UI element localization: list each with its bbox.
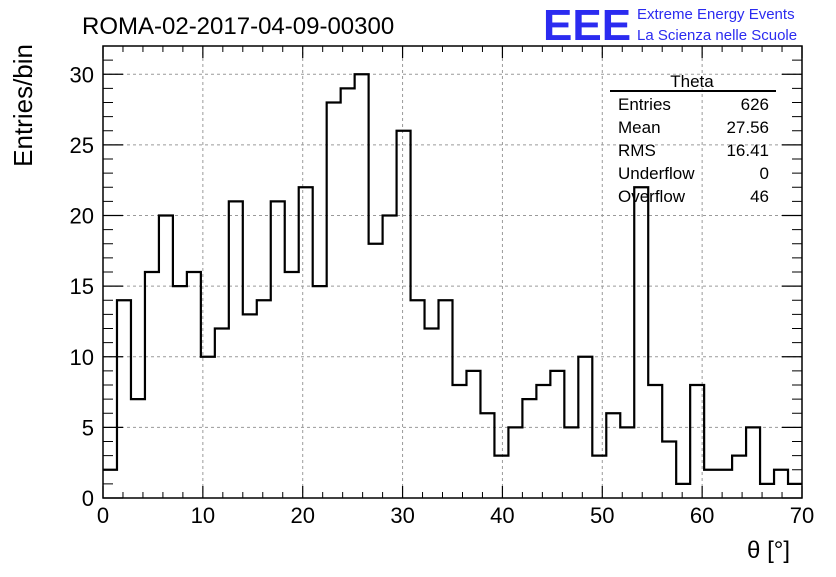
grid-lines xyxy=(103,46,802,498)
eee-logo-line1: Extreme Energy Events xyxy=(637,6,795,23)
x-tick-label: 30 xyxy=(390,503,414,528)
stats-row-label: Overflow xyxy=(618,187,686,206)
stats-row-value: 626 xyxy=(741,95,769,114)
y-tick-label: 5 xyxy=(82,415,94,440)
x-tick-label: 10 xyxy=(191,503,215,528)
y-axis-label: Entries/bin xyxy=(8,44,38,167)
stats-row-value: 16.41 xyxy=(726,141,769,160)
y-tick-label: 30 xyxy=(70,62,94,87)
x-tick-label: 50 xyxy=(590,503,614,528)
run-title: ROMA-02-2017-04-09-00300 xyxy=(82,13,394,40)
x-tick-label: 20 xyxy=(290,503,314,528)
y-tick-label: 25 xyxy=(70,133,94,158)
stats-row-value: 0 xyxy=(760,164,769,183)
stats-row-value: 46 xyxy=(750,187,769,206)
eee-logo-mark: EEE xyxy=(543,1,631,50)
y-tick-label: 10 xyxy=(70,345,94,370)
x-tick-label: 40 xyxy=(490,503,514,528)
x-tick-label: 0 xyxy=(97,503,109,528)
stats-row-label: Mean xyxy=(618,118,661,137)
y-tick-label: 0 xyxy=(82,486,94,511)
stats-row-label: RMS xyxy=(618,141,656,160)
stats-row-value: 27.56 xyxy=(726,118,769,137)
x-axis-label: θ [°] xyxy=(747,537,790,564)
y-tick-label: 15 xyxy=(70,274,94,299)
x-tick-label: 70 xyxy=(790,503,814,528)
y-tick-label: 20 xyxy=(70,204,94,229)
plot-frame xyxy=(102,45,803,499)
eee-logo: EEE Extreme Energy Events La Scienza nel… xyxy=(543,1,797,50)
axis-ticks xyxy=(102,46,803,499)
axis-tick-labels: 0 10 20 30 40 50 60 70 0 5 10 15 20 25 30 xyxy=(70,62,815,528)
histogram-outline xyxy=(103,73,802,485)
eee-logo-line2: La Scienza nelle Scuole xyxy=(637,27,797,44)
histogram-series xyxy=(103,73,802,485)
stats-box-title: Theta xyxy=(670,72,714,91)
x-tick-label: 60 xyxy=(690,503,714,528)
stats-box: Theta Entries 626 Mean 27.56 RMS 16.41 Underfl… xyxy=(610,72,776,206)
stats-row-label: Entries xyxy=(618,95,671,114)
stats-box-rows: Entries 626 Mean 27.56 RMS 16.41 Underflow 0 Ove… xyxy=(618,95,769,206)
stats-row-label: Underflow xyxy=(618,164,695,183)
